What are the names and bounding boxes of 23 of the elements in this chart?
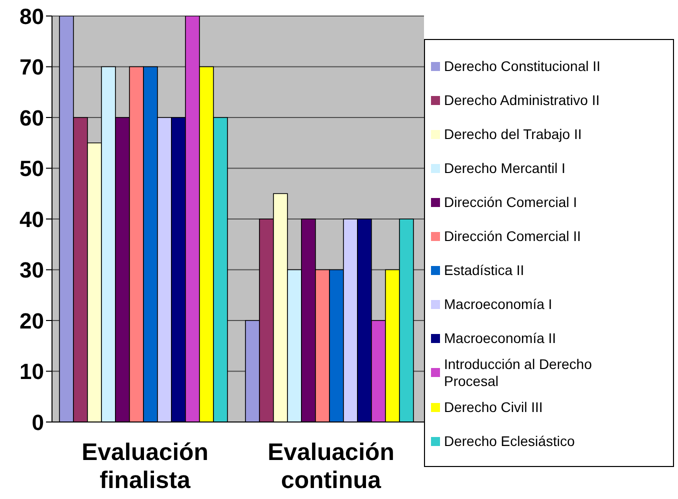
- legend-label: Derecho Civil III: [444, 399, 543, 416]
- legend-label: Derecho del Trabajo II: [444, 126, 582, 144]
- legend-label: Estadística II: [444, 262, 524, 280]
- legend-label: Dirección Comercial I: [444, 194, 578, 212]
- y-tick-label: 0: [32, 410, 44, 435]
- y-tick-label: 70: [20, 54, 44, 80]
- y-tick-label: 30: [20, 258, 44, 283]
- legend-label: Derecho Constitucional II: [444, 58, 600, 76]
- y-tick-label: 40: [20, 206, 44, 232]
- legend-label: Macroeconomía I: [444, 296, 552, 314]
- legend-label: Derecho Mercantil I: [444, 160, 566, 178]
- x-tick-label: Evaluación finalista: [82, 439, 208, 494]
- y-tick-label: 60: [20, 105, 44, 130]
- legend-label: Derecho Eclesiástico: [444, 433, 575, 450]
- x-tick-label: Evaluación continua: [268, 439, 394, 494]
- legend-label: Introducción al Derecho Procesal: [444, 356, 593, 390]
- y-tick-label: 20: [20, 308, 44, 334]
- y-tick-label: 10: [20, 359, 44, 384]
- y-tick-label: 50: [20, 156, 44, 182]
- legend-label: Derecho Administrativo II: [444, 92, 600, 110]
- legend-label: Macroeconomía II: [444, 330, 556, 348]
- y-tick-label: 80: [20, 4, 44, 29]
- legend-label: Dirección Comercial II: [444, 228, 581, 246]
